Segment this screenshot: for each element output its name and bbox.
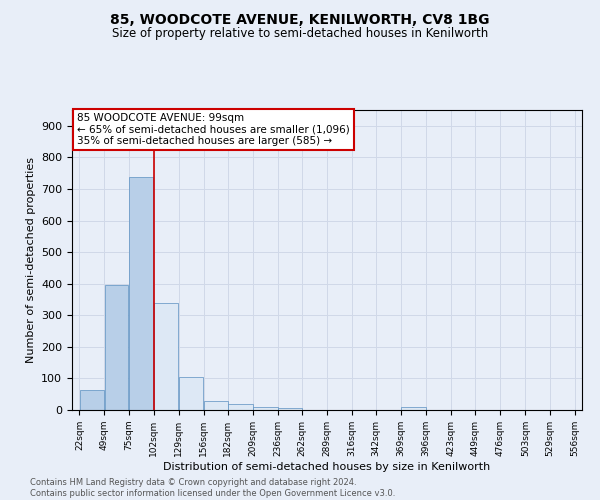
Bar bbox=[80, 390, 104, 410]
Text: 85, WOODCOTE AVENUE, KENILWORTH, CV8 1BG: 85, WOODCOTE AVENUE, KENILWORTH, CV8 1BG bbox=[110, 12, 490, 26]
Text: 85 WOODCOTE AVENUE: 99sqm
← 65% of semi-detached houses are smaller (1,096)
35% : 85 WOODCOTE AVENUE: 99sqm ← 65% of semi-… bbox=[77, 113, 350, 146]
Bar bbox=[401, 407, 426, 410]
Bar bbox=[179, 378, 203, 410]
Bar bbox=[104, 284, 128, 410]
Text: Contains HM Land Registry data © Crown copyright and database right 2024.
Contai: Contains HM Land Registry data © Crown c… bbox=[30, 478, 395, 498]
Bar bbox=[228, 404, 253, 410]
Bar bbox=[278, 408, 302, 410]
Bar bbox=[253, 407, 278, 410]
Bar bbox=[129, 178, 154, 410]
X-axis label: Distribution of semi-detached houses by size in Kenilworth: Distribution of semi-detached houses by … bbox=[163, 462, 491, 471]
Text: Size of property relative to semi-detached houses in Kenilworth: Size of property relative to semi-detach… bbox=[112, 28, 488, 40]
Y-axis label: Number of semi-detached properties: Number of semi-detached properties bbox=[26, 157, 35, 363]
Bar bbox=[204, 401, 227, 410]
Bar bbox=[154, 304, 178, 410]
